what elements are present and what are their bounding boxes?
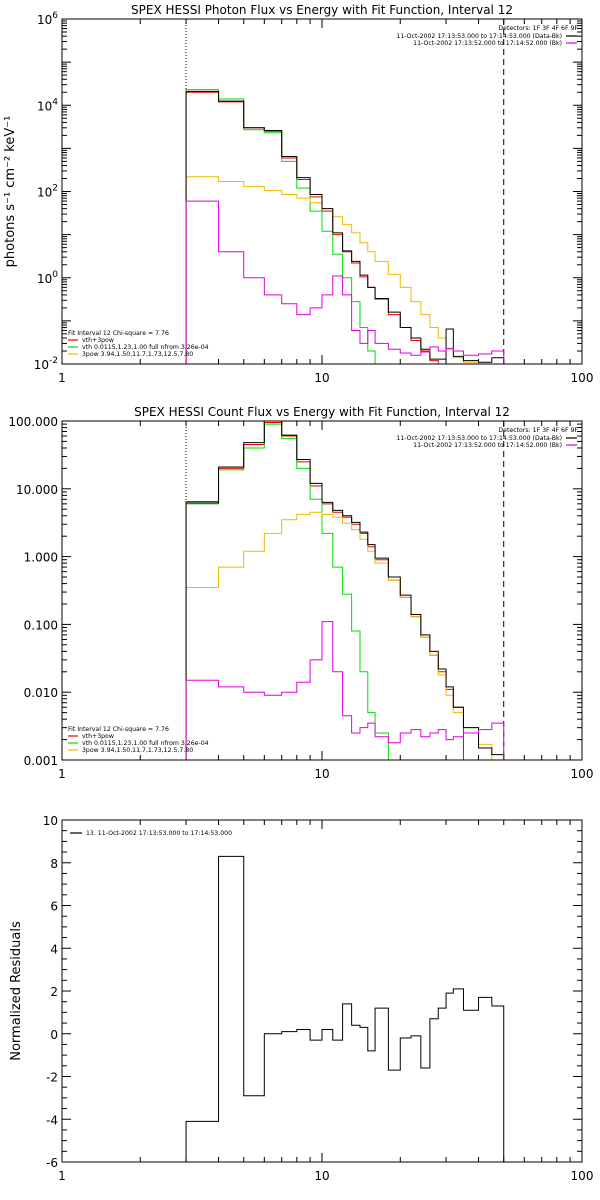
series-5-line: [185, 621, 505, 760]
legend-label: 13. 11-Oct-2002 17:13:53.000 to 17:14:53…: [86, 830, 232, 837]
legend-label: 11-Oct-2002 17:13:53.000 to 17:14:53.000…: [396, 435, 562, 442]
x-axis: 1 10 100: [58, 421, 593, 781]
x-tick-label: 100: [571, 371, 594, 385]
y-tick-label: 0.100: [24, 618, 58, 632]
legend-label: 3pow 3.94,1.50,11.7,1.73,12.5,7.80: [82, 351, 193, 358]
y-axis: 106 104 102 100 10-2: [34, 11, 582, 372]
y-tick-label: 0: [50, 1028, 58, 1042]
chart-title: SPEX HESSI Count Flux vs Energy with Fit…: [134, 405, 510, 419]
x-tick-label: 1: [58, 1169, 66, 1183]
legend-label: 3pow 3.94,1.50,11.7,1.73,12.5,7.80: [82, 747, 193, 754]
y-tick-label: 100.000: [8, 415, 58, 429]
chart-panel-2: SPEX HESSI Count Flux vs Energy with Fit…: [8, 405, 593, 781]
series-4-line: [185, 90, 505, 364]
legend-label: vth 0.0115,1.23,1.00 full nfrom 3.26e-04: [82, 740, 209, 747]
y-tick-label: 0.010: [24, 686, 58, 700]
series-5-line: [185, 200, 505, 364]
y-tick-label: 1.000: [24, 551, 58, 565]
chart-panel-1: SPEX HESSI Photon Flux vs Energy with Fi…: [3, 3, 593, 385]
y-axis-label: Normalized Residuals: [9, 921, 24, 1061]
y-tick-label: 10-2: [34, 356, 58, 372]
y-tick-label: 100: [37, 270, 58, 286]
y-axis-label: photons s⁻¹ cm⁻² keV⁻¹: [3, 116, 18, 268]
legend-header: Detectors: 1F 3F 4F 6F 9F: [498, 25, 578, 32]
series-4-line: [185, 421, 505, 760]
x-tick-label: 100: [571, 767, 594, 781]
y-tick-label: -2: [46, 1071, 58, 1085]
x-tick-label: 10: [314, 1169, 329, 1183]
series-group: [185, 89, 505, 364]
chart-title: SPEX HESSI Photon Flux vs Energy with Fi…: [131, 3, 513, 17]
series-group: [185, 855, 505, 1162]
legend-label: 11-Oct-2002 17:13:52.000 to 17:14:52.000…: [413, 442, 562, 449]
plot-frame: [61, 819, 583, 1163]
series-1-line: [185, 855, 505, 1162]
plot-frame: [61, 420, 583, 761]
legend-bottom: Fit Interval 12 Chi-square = 7.76vth+3po…: [68, 726, 209, 754]
y-tick-label: -6: [46, 1156, 58, 1170]
y-tick-label: 10.000: [16, 483, 58, 497]
x-tick-label: 100: [571, 1169, 594, 1183]
x-axis: 1 10 100: [58, 820, 593, 1183]
y-tick-label: 4: [50, 942, 58, 956]
series-2-line: [185, 423, 389, 760]
legend-label: vth+3pow: [82, 733, 114, 740]
legend-header: Detectors: 1F 3F 4F 6F 9F: [498, 427, 578, 434]
series-1-line: [185, 91, 439, 364]
y-tick-label: 104: [37, 97, 58, 113]
y-tick-label: 102: [37, 184, 58, 200]
x-tick-label: 1: [58, 371, 66, 385]
legend-label: 11-Oct-2002 17:13:52.000 to 17:14:52.000…: [413, 40, 562, 47]
legend-label: vth+3pow: [82, 337, 114, 344]
y-tick-label: 8: [50, 857, 58, 871]
legend-bottom: Fit Interval 12 Chi-square = 7.76vth+3po…: [68, 330, 209, 358]
y-tick-label: 0.001: [24, 754, 58, 768]
y-axis: 10 8 6 4 2 0 -2 -4 -6: [43, 814, 582, 1170]
legend-label: vth 0.0115,1.23,1.00 full nfrom 3.26e-04: [82, 344, 209, 351]
plot-frame: [61, 18, 583, 365]
legend-label: 11-Oct-2002 17:13:53.000 to 17:14:53.000…: [396, 33, 562, 40]
x-tick-label: 10: [314, 371, 329, 385]
x-axis: 1 10 100: [58, 19, 593, 385]
legend-header: Fit Interval 12 Chi-square = 7.76: [68, 330, 169, 337]
series-1-line: [185, 422, 464, 760]
y-tick-label: 106: [37, 11, 58, 27]
y-tick-label: 6: [50, 900, 58, 914]
y-tick-label: 2: [50, 985, 58, 999]
chart-panel-3: 1 10 100 10 8 6 4 2 0 -2 -4 -6 Normalized Residuals 1…: [9, 814, 593, 1183]
y-tick-label: -4: [46, 1113, 58, 1127]
series-group: [185, 421, 505, 760]
x-tick-label: 10: [314, 767, 329, 781]
x-tick-label: 1: [58, 767, 66, 781]
y-axis: 100.000 10.000 1.000 0.100 0.010 0.001: [8, 415, 582, 768]
series-3-line: [185, 176, 480, 364]
legend-top: 13. 11-Oct-2002 17:13:53.000 to 17:14:53…: [70, 830, 232, 837]
legend-header: Fit Interval 12 Chi-square = 7.76: [68, 726, 169, 733]
y-tick-label: 10: [43, 814, 58, 828]
series-3-line: [185, 511, 505, 760]
